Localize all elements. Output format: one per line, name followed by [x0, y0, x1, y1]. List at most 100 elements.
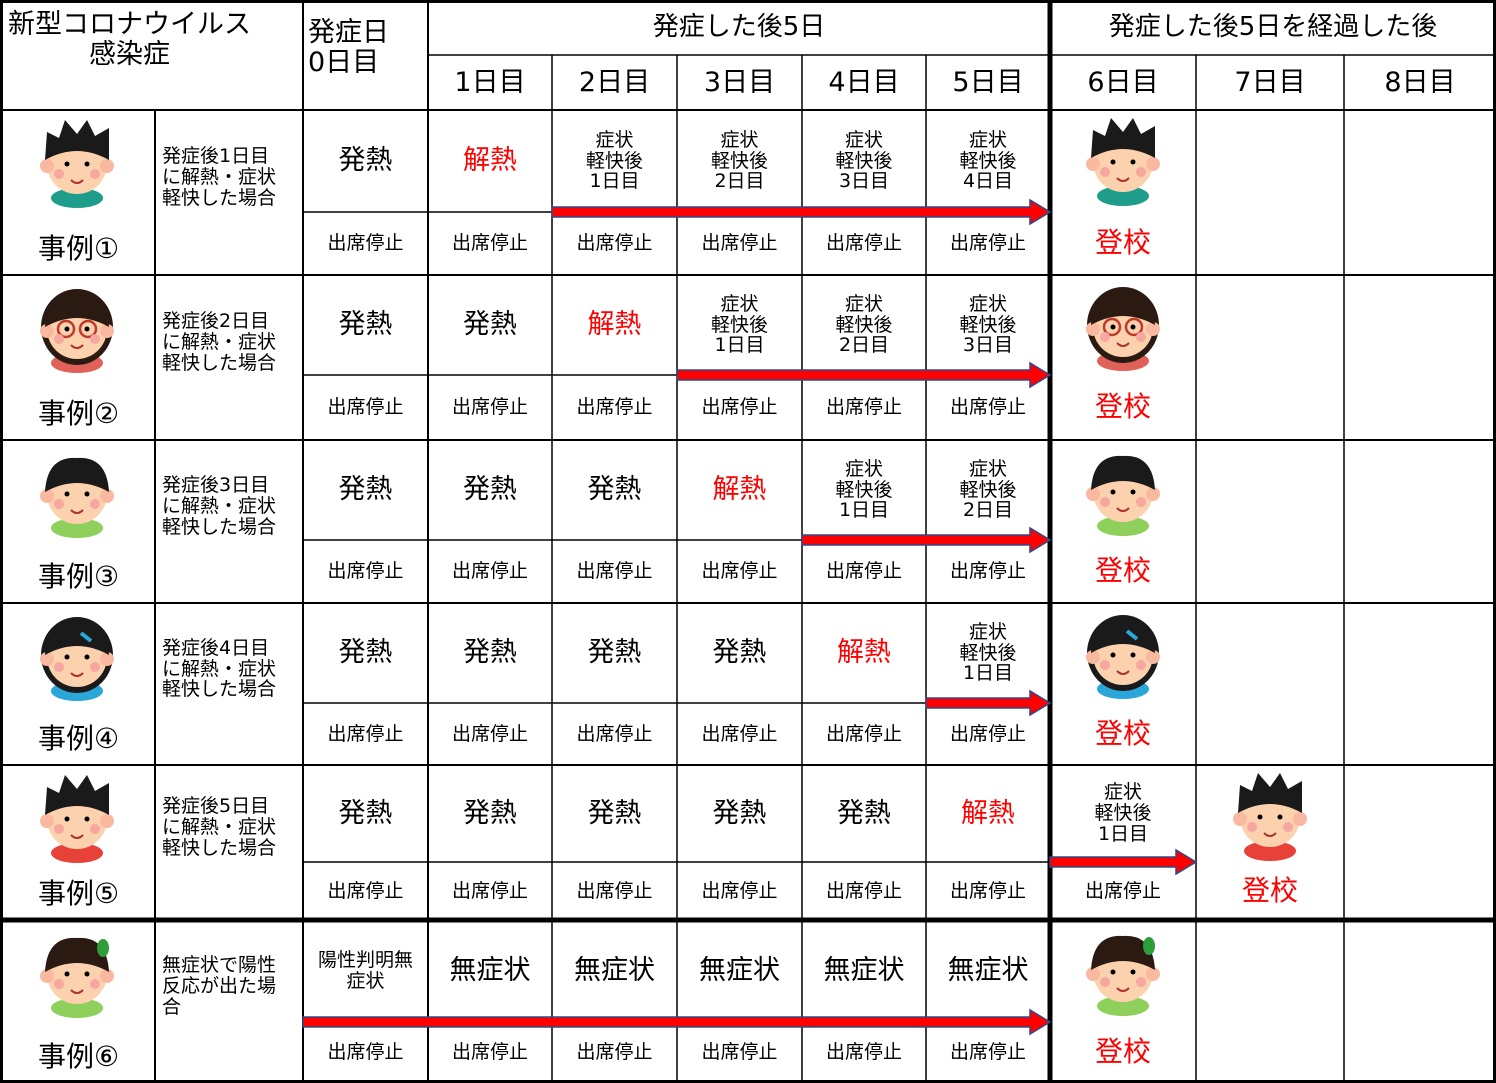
avatar-cheek	[54, 334, 64, 344]
avatar-eye	[1111, 490, 1116, 495]
status-cell: 無症状	[552, 920, 677, 1022]
avatar-eye	[1258, 815, 1263, 820]
avatar-ear	[40, 159, 54, 173]
avatar-eye	[1278, 815, 1283, 820]
case-description: 無症状で陽性 反応が出た場 合	[162, 920, 303, 1053]
avatar-ear	[1086, 487, 1100, 501]
status-cell: 無症状	[677, 920, 802, 1022]
avatar-eye	[85, 972, 90, 977]
attendance-cell: 出席停止	[926, 1022, 1050, 1083]
avatar-cheek	[1136, 977, 1146, 987]
status-cell: 症状 軽快後 2日目	[926, 440, 1050, 540]
avatar-eye	[65, 817, 70, 822]
status-cell: 無症状	[926, 920, 1050, 1022]
avatar	[1086, 936, 1160, 1016]
avatar-eye	[65, 162, 70, 167]
avatar-ear	[40, 652, 54, 666]
case-description: 発症後5日目 に解熱・症状 軽快した場合	[162, 765, 303, 890]
avatar-ear	[1086, 967, 1100, 981]
avatar-eye	[65, 972, 70, 977]
attendance-cell: 出席停止	[677, 1022, 802, 1083]
attendance-cell: 出席停止	[802, 212, 926, 275]
header-day: 7日目	[1196, 55, 1344, 110]
avatar-eye	[1111, 970, 1116, 975]
avatar-eye	[85, 817, 90, 822]
avatar-cheek	[1100, 660, 1110, 670]
attendance-cell: 登校	[1050, 375, 1196, 440]
attendance-cell: 出席停止	[552, 703, 677, 765]
avatar-ear	[40, 814, 54, 828]
avatar-cheek	[54, 169, 64, 179]
status-cell: 発熱	[303, 440, 428, 540]
avatar-ear	[1146, 157, 1160, 171]
avatar-cheek	[90, 824, 100, 834]
avatar-eye	[1111, 653, 1116, 658]
attendance-cell: 出席停止	[677, 703, 802, 765]
avatar-cheek	[1136, 332, 1146, 342]
attendance-cell: 登校	[1050, 212, 1196, 275]
attendance-cell: 出席停止	[303, 212, 428, 275]
page: 新型コロナウイルス 感染症発症日 0日目発症した後5日発症した後5日を経過した後…	[0, 0, 1496, 1083]
status-cell: 発熱	[303, 110, 428, 212]
header-day: 1日目	[428, 55, 552, 110]
attendance-cell: 出席停止	[303, 375, 428, 440]
status-cell: 発熱	[552, 440, 677, 540]
avatar-cheek	[1247, 822, 1257, 832]
attendance-cell: 出席停止	[926, 862, 1050, 920]
avatar-cheek	[1100, 497, 1110, 507]
avatar-cheek	[1136, 167, 1146, 177]
status-cell: 症状 軽快後 1日目	[677, 275, 802, 375]
avatar	[1086, 287, 1160, 371]
avatar-ribbon	[1143, 937, 1155, 955]
avatar-cheek	[90, 662, 100, 672]
attendance-cell: 出席停止	[802, 1022, 926, 1083]
attendance-cell: 出席停止	[926, 212, 1050, 275]
avatar-ear	[1233, 812, 1247, 826]
avatar-ear	[100, 159, 114, 173]
attendance-cell: 出席停止	[552, 375, 677, 440]
status-cell: 発熱	[428, 603, 552, 703]
avatar	[40, 617, 114, 701]
avatar-cheek	[1136, 660, 1146, 670]
attendance-cell: 出席停止	[428, 540, 552, 603]
avatar-eye	[65, 327, 70, 332]
status-cell: 発熱	[428, 275, 552, 375]
status-cell: 陽性判明無 症状	[303, 920, 428, 1022]
avatar-ear	[100, 489, 114, 503]
avatar-eye	[1131, 490, 1136, 495]
header-title: 新型コロナウイルス 感染症	[8, 10, 298, 100]
status-cell: 解熱	[552, 275, 677, 375]
status-cell: 症状 軽快後 2日目	[802, 275, 926, 375]
avatar-ear	[100, 969, 114, 983]
avatar	[1086, 615, 1160, 699]
avatar-eye	[1111, 325, 1116, 330]
status-cell: 解熱	[428, 110, 552, 212]
avatar	[40, 120, 114, 208]
status-cell: 症状 軽快後 2日目	[677, 110, 802, 212]
status-cell: 発熱	[303, 275, 428, 375]
attendance-cell: 出席停止	[802, 540, 926, 603]
avatar-eye	[65, 655, 70, 660]
header-day: 5日目	[926, 55, 1050, 110]
avatar	[40, 938, 114, 1018]
header-day: 8日目	[1344, 55, 1496, 110]
avatar-ear	[1146, 487, 1160, 501]
avatar-cheek	[1136, 497, 1146, 507]
status-cell: 発熱	[552, 765, 677, 862]
header-group: 発症した後5日を経過した後	[1050, 0, 1496, 55]
attendance-cell: 出席停止	[428, 212, 552, 275]
avatar-eye	[1131, 653, 1136, 658]
avatar-ear	[1086, 322, 1100, 336]
status-cell: 発熱	[677, 765, 802, 862]
attendance-cell: 登校	[1050, 1022, 1196, 1083]
attendance-cell: 出席停止	[428, 862, 552, 920]
status-cell: 症状 軽快後 1日目	[552, 110, 677, 212]
attendance-cell: 出席停止	[552, 1022, 677, 1083]
header-group: 発症した後5日	[428, 0, 1050, 55]
status-cell: 解熱	[926, 765, 1050, 862]
attendance-cell: 出席停止	[303, 540, 428, 603]
avatar-ear	[1086, 157, 1100, 171]
header-day0: 発症日 0日目	[308, 18, 426, 98]
avatar-cheek	[1100, 332, 1110, 342]
case-description: 発症後2日目 に解熱・症状 軽快した場合	[162, 275, 303, 410]
